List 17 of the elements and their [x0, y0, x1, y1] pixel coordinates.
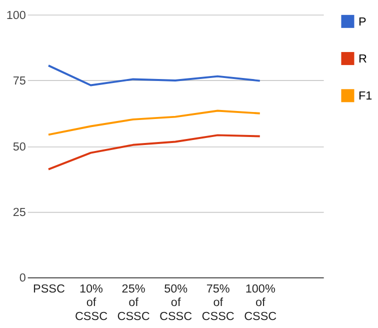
line-series [48, 110, 261, 136]
y-tick-label: 100 [6, 8, 26, 22]
legend-label: F1 [358, 90, 372, 103]
x-tick-label: 75% of CSSC [202, 282, 235, 323]
legend-label: R [358, 52, 367, 66]
y-tick-label: 50 [12, 140, 26, 154]
y-tick-label: 25 [12, 206, 26, 220]
line-series [48, 134, 261, 170]
y-tick-label: 0 [19, 272, 26, 285]
x-tick-label: 100% of CSSC [244, 282, 278, 323]
legend-label: P [358, 15, 366, 28]
x-tick-label: 50% of CSSC [160, 282, 193, 323]
y-tick-label: 75 [12, 74, 26, 88]
x-tick-label: 10% of CSSC [74, 282, 108, 323]
line-series [48, 64, 261, 86]
x-tick-label: 25% of CSSC [117, 282, 150, 323]
x-tick-label: PSSC [33, 282, 66, 296]
